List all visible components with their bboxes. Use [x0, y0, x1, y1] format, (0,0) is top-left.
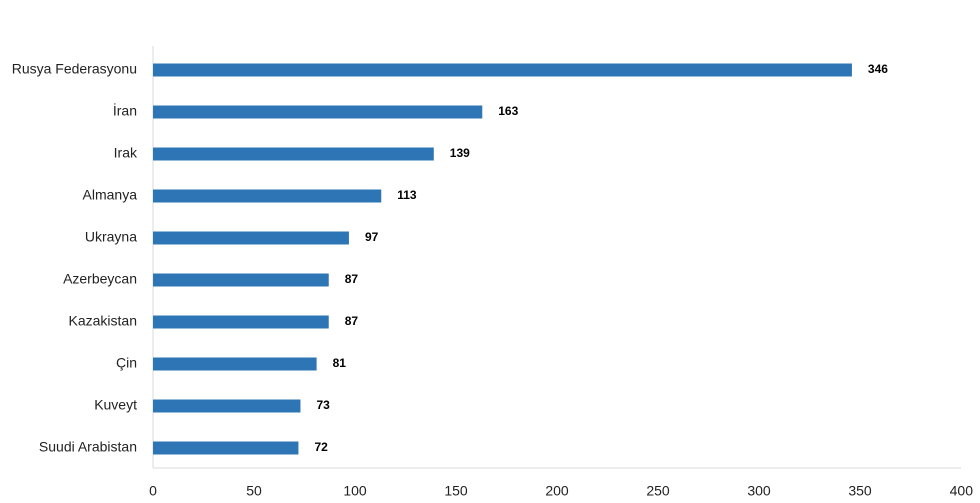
- bar: [153, 357, 317, 371]
- category-label: Rusya Federasyonu: [12, 61, 137, 77]
- bar: [153, 147, 434, 161]
- data-label: 139: [450, 146, 470, 160]
- bar: [153, 441, 299, 455]
- bar: [153, 231, 349, 245]
- category-label: Almanya: [83, 187, 138, 203]
- bar: [153, 273, 329, 287]
- bar: [153, 315, 329, 329]
- data-label: 346: [868, 62, 888, 76]
- x-tick-label: 50: [246, 483, 262, 499]
- category-label: Irak: [114, 145, 138, 161]
- category-label: Ukrayna: [85, 229, 137, 245]
- x-tick-label: 300: [747, 483, 771, 499]
- bar: [153, 189, 382, 203]
- x-tick-label: 250: [646, 483, 670, 499]
- x-tick-label: 350: [848, 483, 872, 499]
- category-label: Çin: [116, 355, 137, 371]
- bar: [153, 399, 301, 413]
- x-tick-label: 100: [343, 483, 367, 499]
- data-label: 81: [333, 356, 347, 370]
- x-tick-label: 0: [149, 483, 157, 499]
- data-label: 97: [365, 230, 379, 244]
- x-tick-label: 400: [950, 483, 974, 499]
- data-label: 163: [498, 104, 518, 118]
- category-label: İran: [113, 102, 137, 119]
- data-label: 73: [316, 398, 330, 412]
- bar: [153, 105, 483, 119]
- x-tick-label: 200: [545, 483, 569, 499]
- bar: [153, 63, 852, 77]
- data-label: 87: [345, 314, 359, 328]
- category-label: Suudi Arabistan: [39, 439, 137, 455]
- category-label: Azerbeycan: [63, 271, 137, 287]
- category-label: Kuveyt: [94, 397, 137, 413]
- data-label: 72: [314, 440, 328, 454]
- x-tick-label: 150: [444, 483, 468, 499]
- data-label: 87: [345, 272, 359, 286]
- data-label: 113: [397, 188, 417, 202]
- category-label: Kazakistan: [69, 313, 137, 329]
